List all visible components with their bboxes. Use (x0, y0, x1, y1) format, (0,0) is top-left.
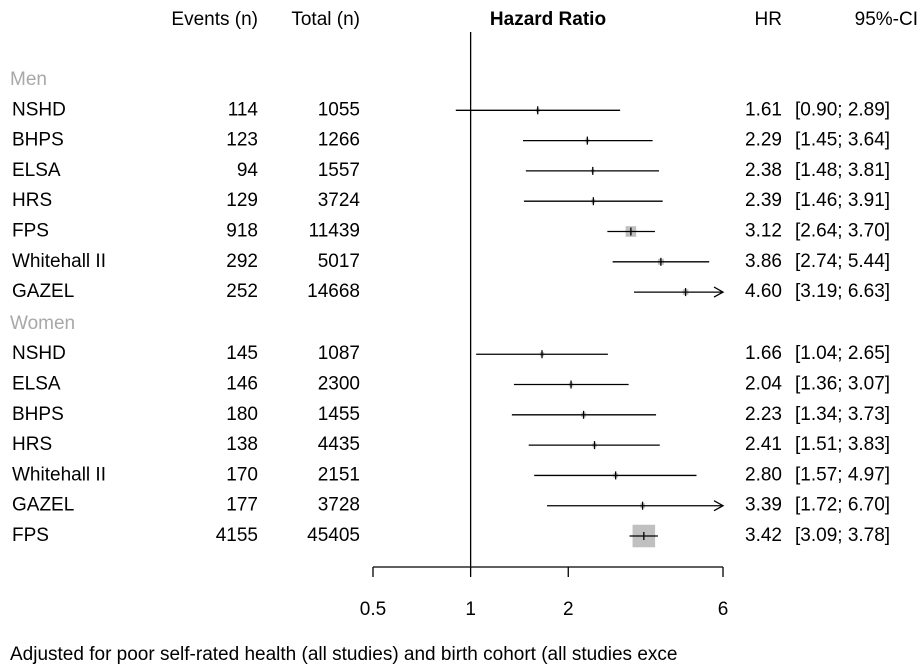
study-name: HRS (12, 190, 52, 211)
total: 1087 (318, 343, 360, 364)
total: 5017 (318, 251, 360, 272)
total: 14668 (307, 281, 360, 302)
col-header: Total (n) (291, 9, 360, 30)
col-header: Events (n) (171, 9, 258, 30)
study-name: FPS (12, 221, 49, 242)
hr: 2.04 (745, 374, 782, 395)
study-name: Whitehall II (12, 251, 106, 272)
ci: [1.45; 3.64] (795, 130, 890, 151)
x-tick-label: 2 (563, 599, 574, 620)
group-label: Men (10, 69, 47, 90)
total: 2151 (318, 464, 360, 485)
events: 94 (237, 160, 259, 181)
col-header: 95%-CI (855, 9, 918, 30)
events: 4155 (216, 525, 258, 546)
total: 4435 (318, 434, 360, 455)
col-header: Hazard Ratio (490, 9, 606, 30)
ci: [2.64; 3.70] (795, 221, 890, 242)
events: 145 (226, 343, 258, 364)
study-name: GAZEL (12, 495, 74, 516)
hr: 1.66 (745, 343, 782, 364)
total: 45405 (307, 525, 360, 546)
total: 3728 (318, 495, 360, 516)
ci: [1.36; 3.07] (795, 374, 890, 395)
events: 180 (226, 404, 258, 425)
hr: 3.39 (745, 495, 782, 516)
ci: [1.72; 6.70] (795, 495, 890, 516)
hr: 3.86 (745, 251, 782, 272)
study-name: NSHD (12, 99, 66, 120)
events: 918 (226, 221, 258, 242)
ci-arrow (713, 286, 725, 298)
events: 252 (226, 281, 258, 302)
total: 1266 (318, 130, 360, 151)
total: 3724 (318, 190, 361, 211)
hr: 2.29 (745, 130, 782, 151)
ci: [1.57; 4.97] (795, 464, 890, 485)
hr: 2.39 (745, 190, 782, 211)
study-name: HRS (12, 434, 52, 455)
events: 170 (226, 464, 258, 485)
hr: 2.41 (745, 434, 782, 455)
events: 292 (226, 251, 258, 272)
study-name: ELSA (12, 374, 61, 395)
hr: 3.12 (745, 221, 782, 242)
hr: 4.60 (745, 281, 782, 302)
events: 146 (226, 374, 258, 395)
events: 129 (226, 190, 258, 211)
ci: [2.74; 5.44] (795, 251, 890, 272)
study-name: FPS (12, 525, 49, 546)
total: 1557 (318, 160, 360, 181)
total: 2300 (318, 374, 360, 395)
x-tick-label: 6 (718, 599, 729, 620)
footnote: Adjusted for poor self-rated health (all… (10, 644, 677, 665)
study-name: NSHD (12, 343, 66, 364)
study-name: ELSA (12, 160, 61, 181)
study-name: BHPS (12, 130, 64, 151)
x-tick-label: 1 (465, 599, 476, 620)
total: 1055 (318, 99, 360, 120)
study-name: Whitehall II (12, 464, 106, 485)
events: 114 (228, 99, 259, 120)
ci: [0.90; 2.89] (795, 99, 890, 120)
ci: [3.09; 3.78] (795, 525, 890, 546)
total: 11439 (309, 221, 360, 242)
total: 1455 (318, 404, 360, 425)
x-tick-label: 0.5 (360, 599, 386, 620)
ci-arrow (713, 500, 725, 512)
hr: 2.38 (745, 160, 782, 181)
study-name: BHPS (12, 404, 64, 425)
study-name: GAZEL (12, 281, 74, 302)
ci: [3.19; 6.63] (795, 281, 890, 302)
hr: 2.80 (745, 464, 782, 485)
group-label: Women (10, 313, 75, 334)
ci: [1.48; 3.81] (795, 160, 890, 181)
ci: [1.51; 3.83] (795, 434, 890, 455)
ci: [1.46; 3.91] (795, 190, 890, 211)
ci: [1.04; 2.65] (795, 343, 890, 364)
events: 123 (226, 130, 258, 151)
events: 177 (226, 495, 258, 516)
hr: 2.23 (745, 404, 782, 425)
hr: 3.42 (745, 525, 782, 546)
events: 138 (226, 434, 258, 455)
hr: 1.61 (745, 99, 782, 120)
ci: [1.34; 3.73] (795, 404, 890, 425)
col-header: HR (755, 9, 782, 30)
